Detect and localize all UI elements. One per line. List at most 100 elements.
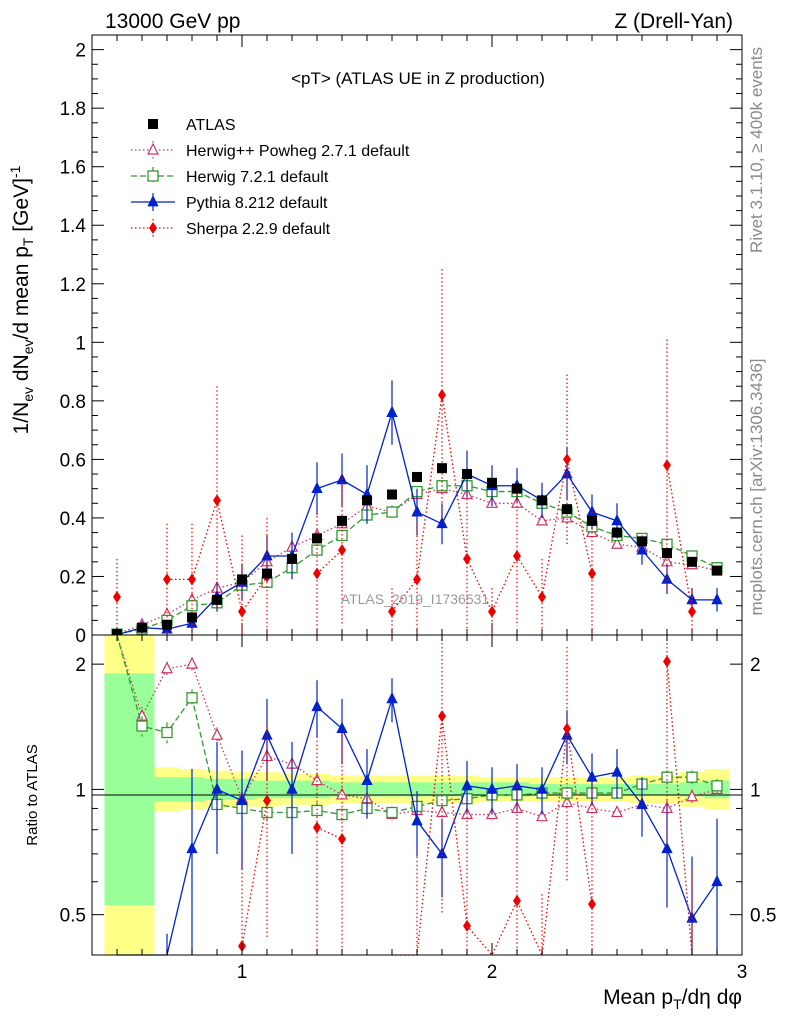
atlas-data-point [462,469,472,480]
ratio-series-2 [117,678,723,956]
y-tick-label: 0.2 [60,567,86,588]
data-point [463,552,471,565]
series-line [316,549,343,575]
legend-item: Herwig 7.2.1 default [131,167,329,186]
series-line [666,465,693,612]
ratio-data-marks [116,634,723,958]
ratio-point [561,795,573,808]
ratio-panel: 0.5 0.5 1 1 2 2 [60,634,776,958]
legend-item: ATLAS [148,117,236,134]
atlas-data-point [187,612,197,623]
data-point [411,505,423,517]
ratio-point [161,726,173,739]
atlas-data-point [312,533,322,544]
data-point [188,573,196,586]
data-point [238,605,246,618]
ratio-point [686,771,698,783]
ratio-point [711,780,723,792]
data-point [113,590,121,603]
ratio-point [186,692,198,704]
ratio-point [386,806,398,819]
data-point [611,513,623,526]
legend-label: ATLAS [186,117,236,134]
ratio-y-tick-label: 1 [750,780,761,801]
ratio-point [586,770,598,782]
y-tick-label: 0.8 [60,392,86,413]
ratio-point [611,765,623,777]
legend-item: Pythia 8.212 default [131,193,328,212]
atlas-data [112,463,722,640]
ratio-point [313,821,321,834]
atlas-data-point [687,556,697,567]
series-line [391,394,593,614]
ratio-band-inner [429,782,455,797]
atlas-data-point [162,619,172,630]
ratio-point [561,787,573,799]
atlas-data-point [112,629,122,640]
side-note-rivet: Rivet 3.1.10, ≥ 400k events [747,47,766,253]
ratio-point [511,778,523,791]
ratio-point [663,655,671,668]
data-point [311,481,323,494]
data-point [163,573,171,586]
data-point [388,605,396,618]
atlas-data-point [212,594,222,605]
ratio-point [438,710,446,723]
x-tick-label: 1 [237,962,248,983]
data-point [213,494,221,507]
ratio-point [261,728,273,740]
y-tick-label: 1.4 [60,216,87,237]
y-tick-label: 0 [75,626,86,647]
atlas-data-point [612,527,622,538]
legend-item: Herwig++ Powheg 2.7.1 default [131,141,410,160]
atlas-data-point [662,548,672,559]
legend-marker [147,195,159,207]
atlas-data-point [387,489,397,500]
ratio-point [338,833,346,846]
data-point [488,605,496,618]
y-tick-label: 0.6 [60,450,86,471]
ratio-band-inner [654,784,680,795]
data-point [686,592,698,605]
data-point [588,567,596,580]
legend-marker [148,119,158,129]
ratio-point [536,782,548,794]
y-axis-label: 1/Nev dNev/d mean pT [GeV]-1 [7,165,36,434]
ratio-line [392,716,593,958]
ratio-line [241,800,268,947]
ratio-point [661,771,673,783]
series-line [167,497,268,614]
atlas-data-point [137,622,147,633]
data-point [313,567,321,580]
data-point [311,544,323,556]
ratio-point [386,692,398,704]
ratio-band-inner [679,782,705,797]
data-point [413,573,421,586]
main-data-marks [111,269,723,640]
ratio-point [186,841,198,854]
data-point [636,543,648,555]
legend-label: Herwig 7.2.1 default [186,169,329,186]
main-axis-ticks: 0 0.2 0.4 0.6 0.8 1 1.2 1.4 1.6 1.8 2 [60,35,742,647]
atlas-data-point [487,477,497,488]
atlas-data-point [362,495,372,506]
ratio-line [666,661,693,956]
legend-label: Herwig++ Powheg 2.7.1 default [186,143,410,160]
atlas-data-point [237,574,247,585]
y-tick-label: 1.8 [60,99,86,120]
data-point [563,453,571,466]
ratio-y-axis-label: Ratio to ATLAS [24,744,41,845]
y-tick-label: 1.6 [60,158,86,179]
legend: ATLAS Herwig++ Powheg 2.7.1 default Herwig… [131,117,410,238]
data-point [538,590,546,603]
ratio-point [186,656,198,669]
data-point [513,549,521,562]
ratio-point [311,699,323,712]
x-axis-label: Mean pT/dη dφ [603,986,742,1012]
x-tick-label: 3 [737,962,748,983]
y-tick-label: 2 [75,41,86,62]
ratio-band-inner [254,780,280,799]
header-energy: 13000 GeV pp [105,10,240,33]
ratio-point [161,661,173,674]
